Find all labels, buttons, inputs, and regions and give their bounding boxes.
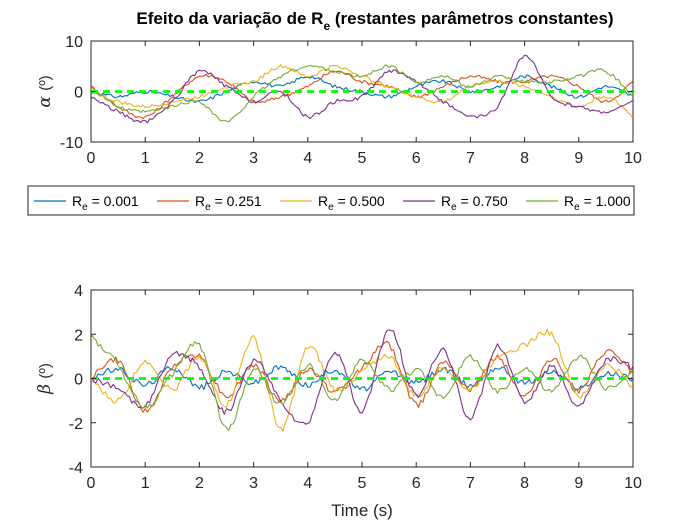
x-tick-label: 9 xyxy=(574,475,583,492)
y-axis-symbol: α xyxy=(35,91,55,108)
x-tick-label: 8 xyxy=(520,475,529,492)
y-axis-symbol: β xyxy=(35,379,55,395)
y-tick-label: -10 xyxy=(60,135,83,152)
legend-subscript: e xyxy=(205,202,211,213)
y-axis-unit: (º) xyxy=(37,75,54,90)
legend-value: = 1.000 xyxy=(580,193,631,209)
legend-entry-3: Re = 0.500 xyxy=(318,193,385,213)
x-tick-label: 5 xyxy=(358,150,367,167)
x-tick-label: 3 xyxy=(249,475,258,492)
legend-value: = 0.251 xyxy=(211,193,262,209)
y-axis-label: α (º) xyxy=(35,75,55,107)
legend-prefix: R xyxy=(318,193,328,209)
legend: Re = 0.001 Re = 0.251 Re = 0.500 Re = 0.750… xyxy=(27,185,635,216)
x-axis-label: Time (s) xyxy=(331,501,393,520)
legend-entry-4: Re = 0.750 xyxy=(441,193,508,213)
legend-subscript: e xyxy=(451,202,457,213)
x-tick-label: 5 xyxy=(358,475,367,492)
y-axis-label: β (º) xyxy=(35,363,55,395)
x-tick-label: 1 xyxy=(141,475,150,492)
x-tick-label: 1 xyxy=(141,150,150,167)
x-tick-label: 7 xyxy=(466,475,475,492)
legend-entry-5: Re = 1.000 xyxy=(564,193,631,213)
legend-subscript: e xyxy=(328,202,334,213)
title-main: Efeito da variação de R xyxy=(136,9,323,28)
legend-entry-2: Re = 0.251 xyxy=(195,193,262,213)
x-tick-label: 0 xyxy=(87,150,96,167)
y-tick-label: 0 xyxy=(74,372,83,389)
x-tick-label: 6 xyxy=(412,475,421,492)
legend-prefix: R xyxy=(195,193,205,209)
x-tick-label: 2 xyxy=(195,150,204,167)
legend-prefix: R xyxy=(72,193,82,209)
title-tail: (restantes parâmetros constantes) xyxy=(330,9,613,28)
series-line-2 xyxy=(91,340,633,413)
x-tick-label: 0 xyxy=(87,475,96,492)
x-tick-label: 10 xyxy=(624,150,642,167)
series-line-5 xyxy=(91,64,633,123)
legend-prefix: R xyxy=(441,193,451,209)
x-tick-label: 7 xyxy=(466,150,475,167)
x-tick-label: 8 xyxy=(520,150,529,167)
x-tick-label: 4 xyxy=(303,475,312,492)
legend-entry-1: Re = 0.001 xyxy=(72,193,139,213)
y-tick-label: -4 xyxy=(69,460,83,477)
series-group xyxy=(91,328,633,432)
series-line-5 xyxy=(91,334,633,432)
chart-title: Efeito da variação de Re (restantes parâ… xyxy=(136,9,613,33)
x-tick-label: 3 xyxy=(249,150,258,167)
legend-value: = 0.500 xyxy=(334,193,385,209)
x-tick-label: 2 xyxy=(195,475,204,492)
series-line-4 xyxy=(91,329,633,425)
x-tick-label: 6 xyxy=(412,150,421,167)
x-tick-label: 10 xyxy=(624,475,642,492)
title-subscript: e xyxy=(323,19,330,33)
y-tick-label: 4 xyxy=(74,283,83,300)
y-tick-label: 0 xyxy=(74,85,83,102)
legend-value: = 0.001 xyxy=(88,193,139,209)
beta-axes: 0 1 2 3 4 5 6 7 8 9 10 -4 -2 0 2 4 β (º) xyxy=(35,283,642,492)
legend-value: = 0.750 xyxy=(457,193,508,209)
legend-subscript: e xyxy=(574,202,580,213)
legend-prefix: R xyxy=(564,193,574,209)
y-axis-unit: (º) xyxy=(37,363,54,378)
y-tick-label: -2 xyxy=(69,416,83,433)
series-group xyxy=(91,54,633,124)
y-tick-label: 2 xyxy=(74,327,83,344)
x-tick-label: 4 xyxy=(303,150,312,167)
series-line-2 xyxy=(91,70,633,120)
y-tick-label: 10 xyxy=(65,34,83,51)
legend-subscript: e xyxy=(82,202,88,213)
x-tick-label: 9 xyxy=(574,150,583,167)
